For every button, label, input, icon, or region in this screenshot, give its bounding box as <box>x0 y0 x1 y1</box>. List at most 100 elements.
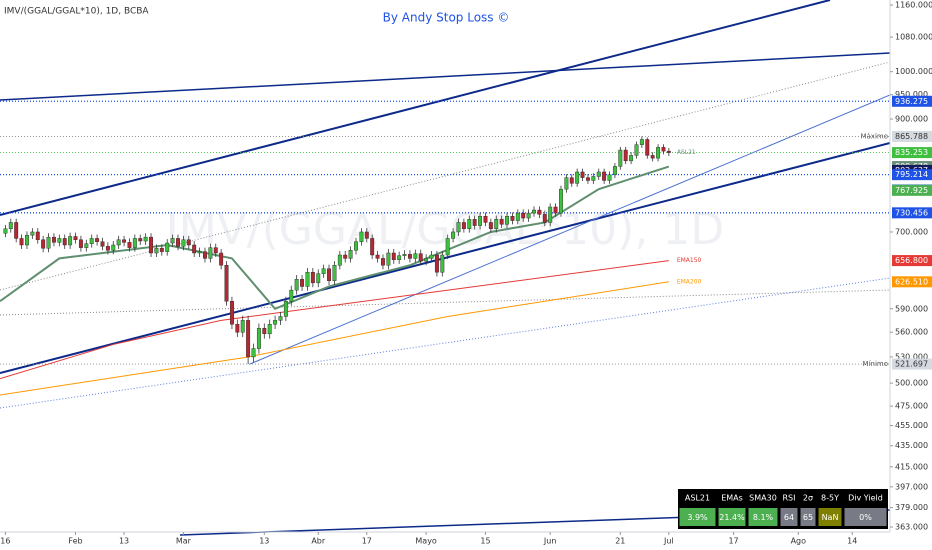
candle-body <box>585 177 590 181</box>
y-tick-label: 363.000 <box>895 523 928 532</box>
candle-body <box>159 248 164 252</box>
candle-body <box>235 324 240 333</box>
table-cell <box>844 508 887 526</box>
candle-body <box>559 188 563 214</box>
candle-body <box>666 150 671 153</box>
candle-body <box>461 222 466 229</box>
candle-body <box>321 268 326 274</box>
price-label-box <box>892 130 932 142</box>
y-tick-label: 435.000 <box>895 441 928 450</box>
candle-body <box>661 147 666 152</box>
price-label-box <box>892 207 932 219</box>
price-label: 936.275 <box>895 97 928 106</box>
table-value: 8.1% <box>753 513 774 522</box>
table-cell <box>780 508 798 526</box>
candle-body <box>548 206 553 223</box>
y-tick-label: 397.000 <box>895 482 928 491</box>
x-tick-label: Mar <box>176 537 192 546</box>
candle-body <box>521 212 526 219</box>
trendline <box>0 142 891 374</box>
candle-body <box>596 171 601 177</box>
table-cell <box>679 508 716 526</box>
candle-body <box>532 209 536 214</box>
price-label: 656.800 <box>895 256 928 265</box>
candle-body <box>181 239 186 247</box>
candle-body <box>629 155 634 162</box>
x-tick-label: Jul <box>663 537 674 546</box>
candle-body <box>240 320 245 333</box>
candle-body <box>650 155 655 159</box>
price-note: Mínimo <box>863 360 888 368</box>
candle-body <box>634 144 639 156</box>
price-label-box <box>892 169 932 181</box>
price-label-box <box>892 276 932 288</box>
candle-body <box>618 149 623 167</box>
candle-body <box>381 258 385 266</box>
candle-body <box>132 238 137 248</box>
candle-body <box>488 222 493 229</box>
table-value: 64 <box>784 513 794 522</box>
indicator-label: ASL21 <box>677 149 696 156</box>
candle-body <box>149 236 153 254</box>
y-tick-label: 415.000 <box>895 462 928 471</box>
candle-body <box>273 320 278 325</box>
candle-body <box>370 238 375 256</box>
candle-body <box>575 171 580 184</box>
price-label: 795.214 <box>895 170 928 179</box>
candle-body <box>354 241 358 251</box>
candle-body <box>246 320 251 358</box>
x-tick-label: Mayo <box>415 537 437 546</box>
candle-body <box>429 254 434 259</box>
price-label: 521.697 <box>895 360 928 369</box>
candle-body <box>116 239 121 246</box>
candle-body <box>397 255 402 260</box>
candle-body <box>46 236 51 249</box>
candle-body <box>413 253 418 259</box>
candle-body <box>62 238 67 246</box>
candle-body <box>289 289 294 302</box>
x-tick-label: 16 <box>0 537 10 546</box>
candle-body <box>456 222 461 233</box>
candle-body <box>451 231 456 239</box>
table-value: 0% <box>859 513 872 522</box>
candle-body <box>267 324 272 335</box>
candle-body <box>402 254 407 256</box>
watermark: IMV/(GGAL/GGAL*10), 1D <box>166 204 724 255</box>
price-label-box <box>892 95 932 107</box>
candle-body <box>542 214 547 223</box>
table-header: EMAs <box>721 494 743 503</box>
candle-body <box>262 328 267 335</box>
y-tick-label: 950.000 <box>895 90 928 99</box>
candle-body <box>208 247 213 259</box>
trendline <box>0 61 891 291</box>
indicator-line <box>0 281 669 396</box>
table-header: 2σ <box>803 494 813 503</box>
candle-body <box>300 279 305 287</box>
price-label-box <box>892 358 932 370</box>
y-tick-label: 700.000 <box>895 227 928 236</box>
candle-body <box>569 177 574 184</box>
table-cell <box>818 508 842 526</box>
candle-body <box>305 272 310 287</box>
candle-body <box>602 171 607 181</box>
chart-title: By Andy Stop Loss © <box>383 11 510 25</box>
x-tick-label: 13 <box>119 537 129 546</box>
price-label: 865.788 <box>895 132 928 141</box>
candle-body <box>197 251 202 254</box>
candle-body <box>51 236 56 243</box>
table-value: NaN <box>822 513 839 522</box>
candle-body <box>170 238 175 244</box>
table-header: RSI <box>783 494 796 503</box>
candle-body <box>89 238 94 244</box>
candle-body <box>656 147 661 159</box>
candle-body <box>472 219 477 226</box>
y-tick-label: 1160.000 <box>895 1 932 10</box>
x-tick-label: 14 <box>847 537 857 546</box>
table-cell <box>748 508 778 526</box>
x-tick-label: Feb <box>68 537 82 546</box>
table-header: SMA30 <box>749 494 777 503</box>
candle-body <box>224 265 229 302</box>
x-tick-label: 13 <box>259 537 269 546</box>
